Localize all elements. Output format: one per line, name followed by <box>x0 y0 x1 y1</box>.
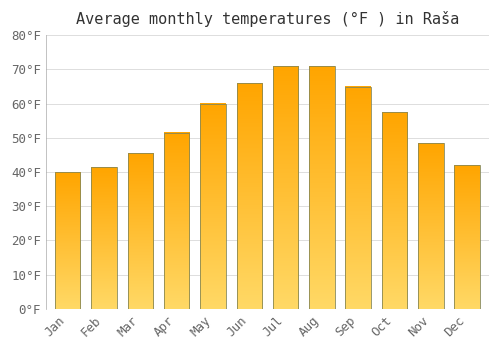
Bar <box>164 133 190 309</box>
Bar <box>55 172 80 309</box>
Bar <box>92 167 117 309</box>
Bar <box>346 86 371 309</box>
Bar <box>309 66 334 309</box>
Title: Average monthly temperatures (°F ) in Raša: Average monthly temperatures (°F ) in Ra… <box>76 11 459 27</box>
Bar <box>418 143 444 309</box>
Bar <box>454 165 480 309</box>
Bar <box>382 112 407 309</box>
Bar <box>128 153 153 309</box>
Bar <box>200 104 226 309</box>
Bar <box>236 83 262 309</box>
Bar <box>273 66 298 309</box>
